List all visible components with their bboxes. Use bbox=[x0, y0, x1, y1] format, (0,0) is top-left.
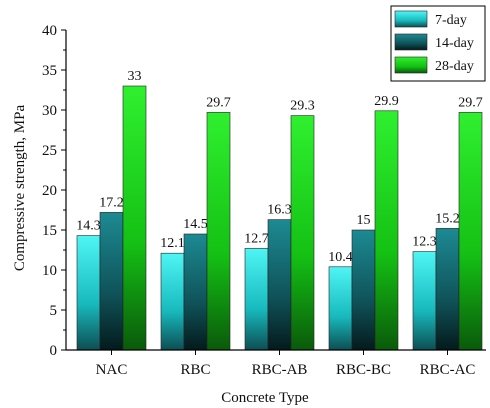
bar-7-day-RBC-BC bbox=[328, 266, 353, 351]
legend-swatch bbox=[394, 33, 428, 51]
legend-swatch bbox=[394, 56, 428, 74]
bar-28-day-RBC-AB bbox=[290, 115, 315, 351]
bar-7-day-RBC-AB bbox=[244, 248, 269, 351]
legend-label: 28-day bbox=[435, 59, 474, 74]
data-label: 17.2 bbox=[99, 195, 124, 210]
y-tick-label: 30 bbox=[42, 103, 57, 119]
y-tick-label: 15 bbox=[42, 223, 57, 239]
legend-label: 7-day bbox=[435, 13, 467, 28]
bar-7-day-RBC bbox=[160, 252, 185, 351]
bar-28-day-NAC bbox=[122, 85, 147, 351]
data-label: 14.3 bbox=[76, 219, 101, 234]
data-label: 15.2 bbox=[435, 211, 460, 226]
data-label: 16.3 bbox=[267, 203, 292, 218]
y-tick-label: 35 bbox=[42, 63, 57, 79]
x-tick-label: RBC bbox=[180, 362, 210, 378]
bar-28-day-RBC-AC bbox=[458, 112, 483, 351]
data-label: 29.3 bbox=[290, 99, 315, 114]
bar-28-day-RBC bbox=[206, 112, 231, 351]
bar-14-day-NAC bbox=[99, 212, 124, 351]
y-tick-label: 40 bbox=[42, 23, 57, 39]
data-label: 15 bbox=[357, 213, 371, 228]
data-label: 10.4 bbox=[328, 250, 353, 265]
x-tick-label: NAC bbox=[96, 362, 128, 378]
y-tick-label: 5 bbox=[50, 303, 58, 319]
x-tick-label: RBC-AB bbox=[252, 362, 308, 378]
bar-14-day-RBC-BC bbox=[351, 229, 376, 351]
axes: NAC RBC RBC-AB RBC-BC RBC-AC 0 5 10 15 20 25 30 35 40 bbox=[42, 23, 486, 378]
data-label: 29.7 bbox=[458, 95, 483, 110]
y-tick-label: 25 bbox=[42, 143, 57, 159]
x-tick-label: RBC-AC bbox=[420, 362, 476, 378]
legend-swatch bbox=[394, 10, 428, 28]
data-label: 12.7 bbox=[244, 231, 269, 246]
x-axis-title: Concrete Type bbox=[221, 390, 309, 406]
y-axis-title: Compressive strength, MPa bbox=[12, 105, 28, 272]
data-label: 29.9 bbox=[374, 94, 399, 109]
data-label: 12.3 bbox=[412, 235, 437, 250]
data-label: 33 bbox=[128, 69, 142, 84]
data-label: 29.7 bbox=[206, 95, 231, 110]
bar-14-day-RBC-AC bbox=[435, 228, 460, 351]
data-label: 12.1 bbox=[160, 236, 185, 251]
bar-14-day-RBC-AB bbox=[267, 219, 292, 351]
plot-area: 14.3 17.2 33 12.1 14.5 29.7 12.7 16.3 29.3 10.4 15… bbox=[76, 69, 483, 351]
bar-14-day-RBC bbox=[183, 233, 208, 351]
bar-28-day-RBC-BC bbox=[374, 110, 399, 351]
y-tick-label: 0 bbox=[50, 343, 58, 359]
data-label: 14.5 bbox=[183, 217, 208, 232]
legend-label: 14-day bbox=[435, 36, 474, 51]
bar-7-day-RBC-AC bbox=[412, 251, 437, 351]
y-tick-label: 10 bbox=[42, 263, 57, 279]
y-tick-label: 20 bbox=[42, 183, 57, 199]
x-tick-label: RBC-BC bbox=[336, 362, 391, 378]
bar-7-day-NAC bbox=[76, 235, 101, 351]
legend: 7-day 14-day 28-day bbox=[390, 5, 486, 82]
